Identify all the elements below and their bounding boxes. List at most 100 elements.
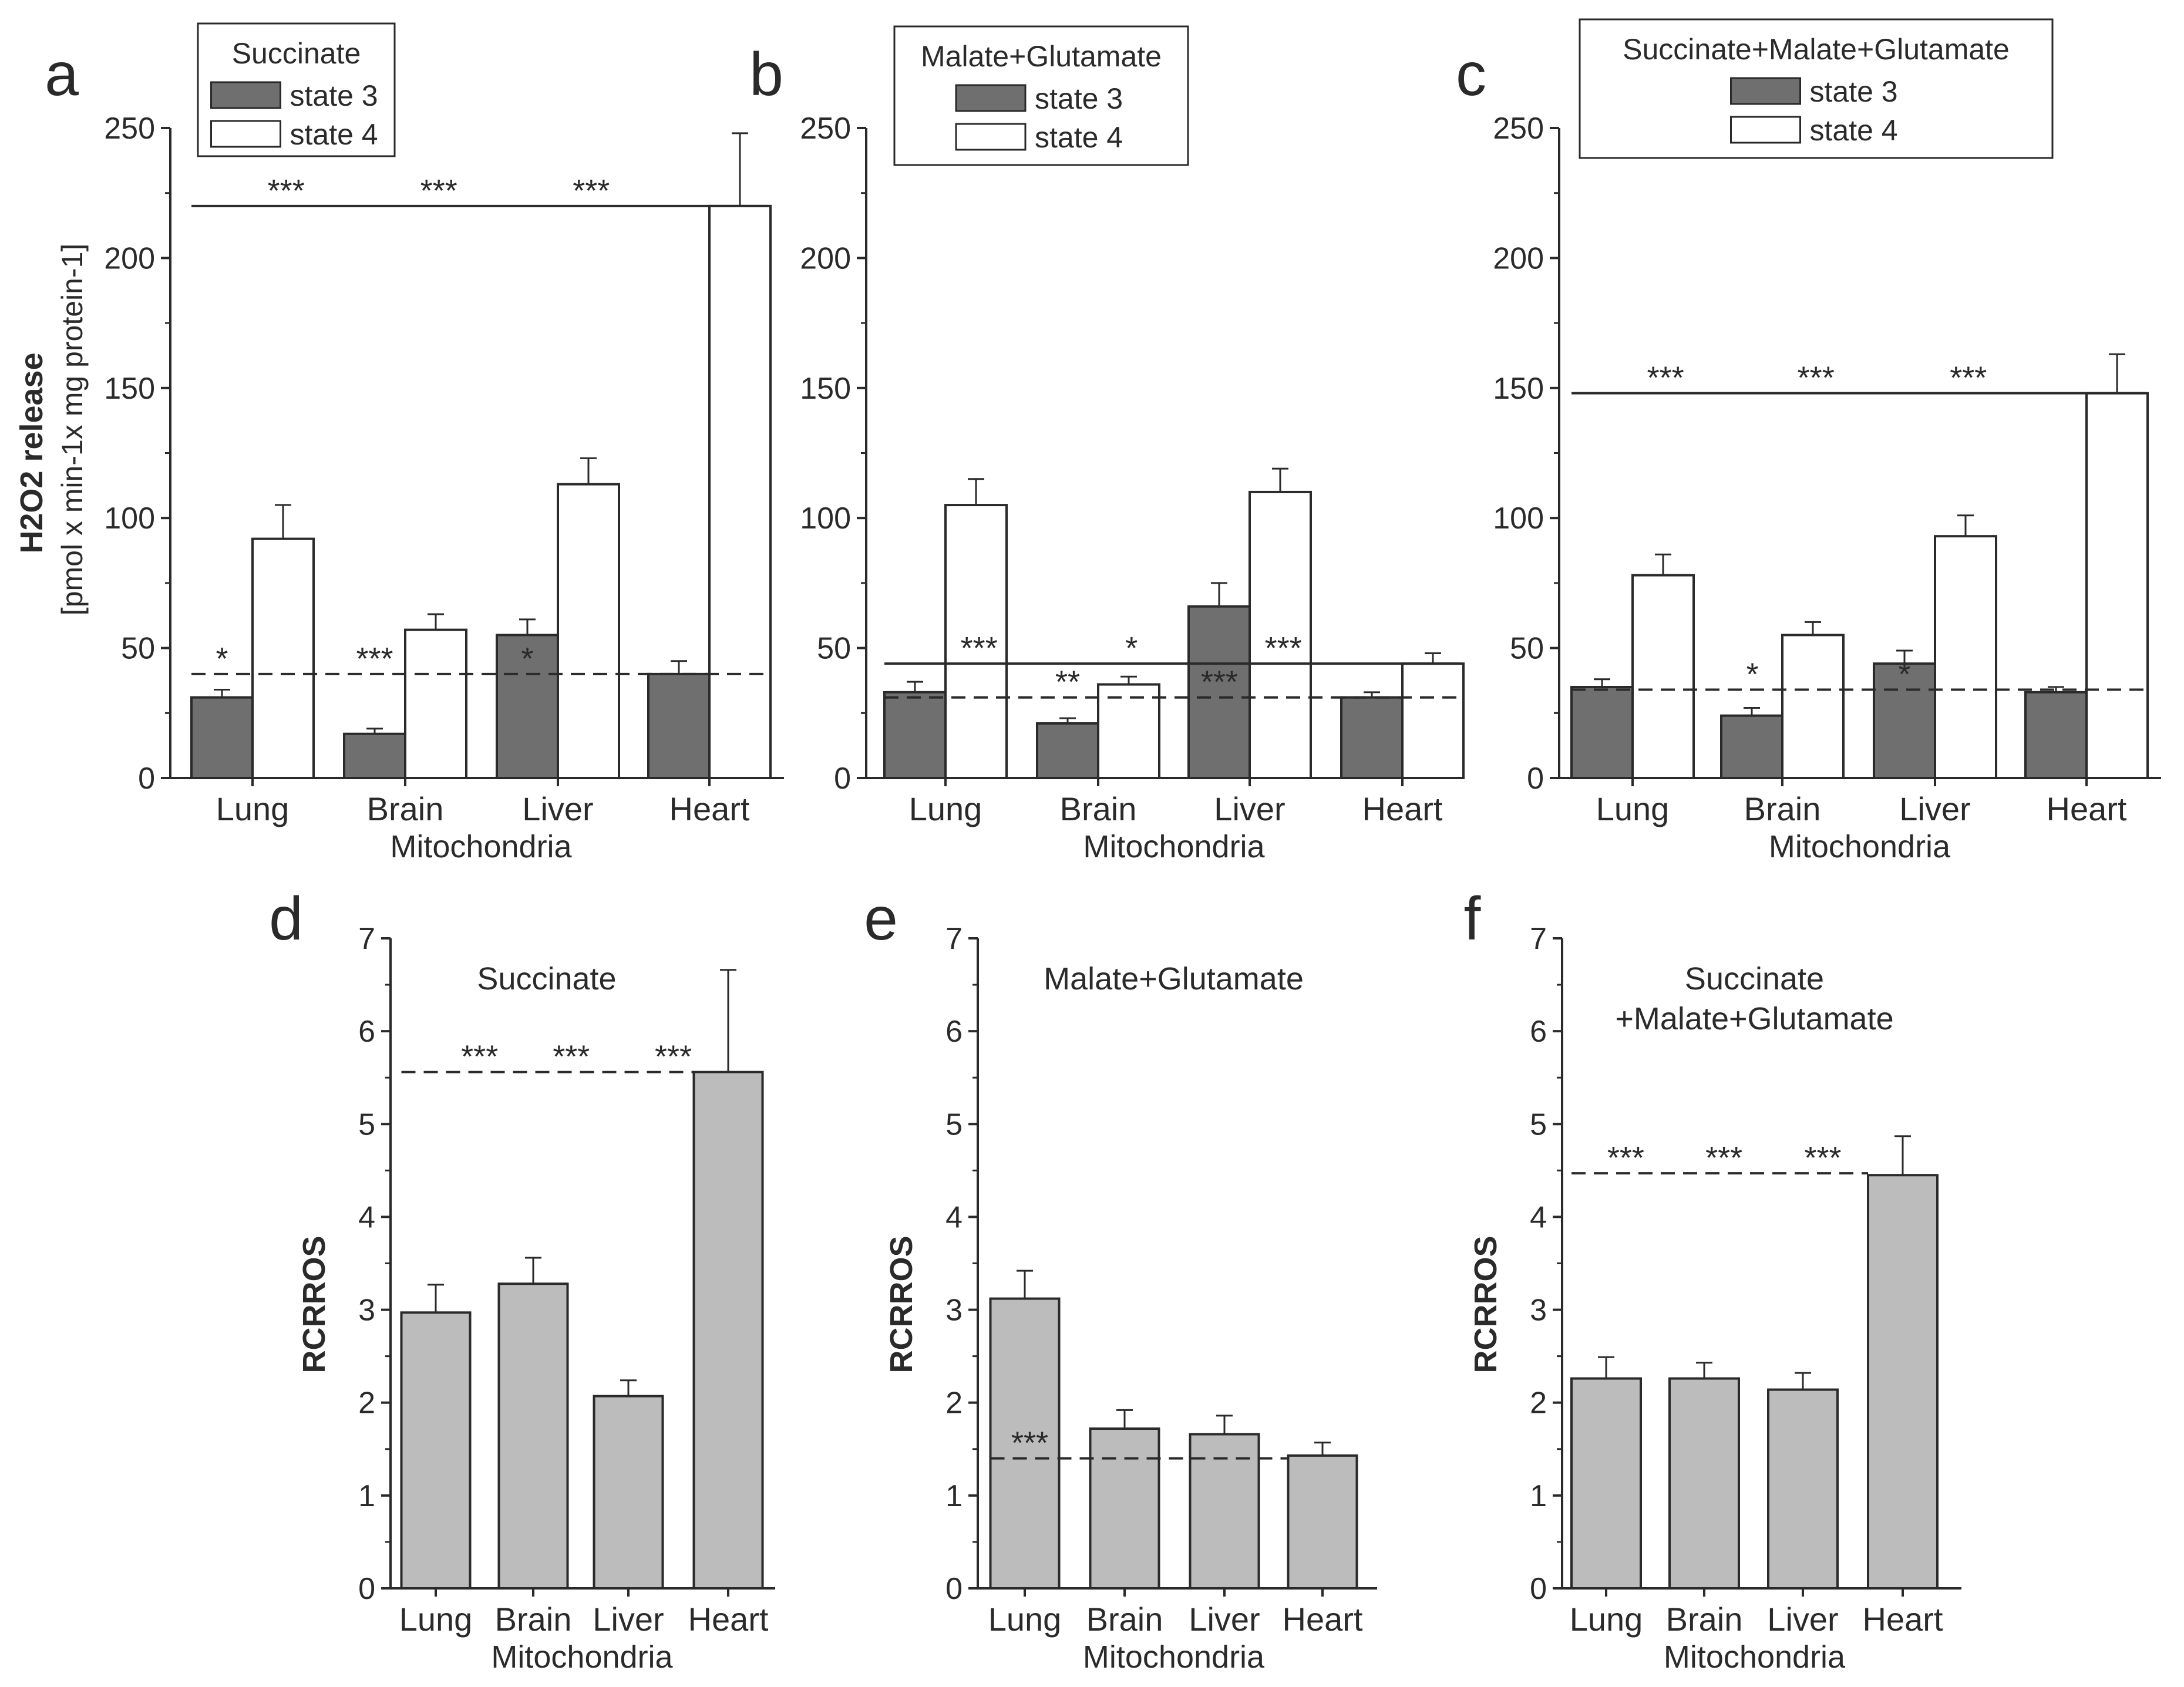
significance-marker: *: [1898, 656, 1910, 692]
x-tick-label: Heart: [1283, 1601, 1363, 1638]
y-tick-label: 2: [945, 1386, 963, 1420]
y-tick-label: 7: [358, 922, 375, 956]
panel-letter: a: [45, 41, 79, 109]
bar: [1340, 696, 1404, 780]
x-tick-label: Lung: [909, 790, 982, 827]
legend-label: state 3: [290, 79, 378, 112]
bar: [1570, 1377, 1642, 1590]
y-tick-label: 250: [104, 112, 155, 146]
x-axis-label: Mitochondria: [1769, 829, 1951, 864]
y-tick-label: 7: [945, 922, 963, 956]
y-tick-label: 100: [800, 501, 851, 536]
bar: [2085, 392, 2149, 779]
y-tick-label: 150: [104, 372, 155, 406]
significance-marker: ***: [1201, 665, 1238, 700]
x-tick-label: Brain: [1666, 1601, 1743, 1638]
y-tick-label: 6: [1530, 1015, 1547, 1049]
y-tick-label: 200: [104, 241, 155, 275]
bar: [497, 1282, 569, 1590]
legend-swatch: [210, 81, 281, 109]
legend-title: Succinate+Malate+Glutamate: [1623, 33, 2010, 66]
significance-marker: ***: [1265, 631, 1302, 666]
y-tick-label: 5: [1530, 1107, 1547, 1141]
y-tick-label: 0: [138, 762, 155, 796]
bar: [557, 483, 620, 779]
bar: [1036, 722, 1099, 779]
legend-swatch: [955, 84, 1027, 112]
significance-marker: **: [1055, 665, 1080, 700]
x-tick-label: Liver: [1214, 790, 1285, 827]
significance-marker: ***: [655, 1039, 692, 1075]
bar: [1668, 1377, 1740, 1590]
significance-marker: ***: [1804, 1140, 1841, 1176]
x-tick-label: Liver: [593, 1601, 664, 1638]
significance-marker: ***: [1950, 361, 1987, 396]
y-tick-label: 6: [945, 1015, 963, 1049]
panel-letter: b: [749, 41, 783, 109]
bar: [1570, 686, 1634, 780]
significance-marker: ***: [961, 631, 998, 666]
legend-swatch: [1730, 77, 1801, 105]
x-tick-label: Lung: [216, 790, 290, 827]
x-tick-label: Lung: [1570, 1601, 1643, 1638]
bar: [1287, 1454, 1358, 1590]
y-axis-label: RCRROS: [297, 1235, 332, 1373]
y-tick-label: 5: [945, 1107, 963, 1141]
x-tick-label: Heart: [688, 1601, 769, 1638]
significance-marker: ***: [268, 173, 305, 208]
x-tick-label: Liver: [1189, 1601, 1260, 1638]
significance-marker: ***: [1798, 361, 1835, 396]
x-tick-label: Liver: [1767, 1601, 1838, 1638]
bar: [343, 732, 406, 779]
y-tick-label: 150: [800, 372, 851, 406]
legend-label: state 4: [290, 118, 378, 151]
legend-label: state 3: [1810, 75, 1898, 108]
bar: [496, 634, 559, 779]
significance-marker: ***: [1647, 361, 1684, 396]
y-tick-label: 3: [945, 1294, 963, 1328]
legend-title: Succinate: [232, 37, 361, 70]
bar: [1781, 634, 1845, 779]
legend-label: state 3: [1035, 82, 1123, 115]
y-tick-label: 250: [800, 112, 851, 146]
panel-letter: d: [269, 885, 303, 953]
y-tick-label: 7: [1530, 922, 1547, 956]
panel-letter: c: [1456, 41, 1486, 109]
significance-marker: ***: [461, 1039, 498, 1075]
y-tick-label: 0: [1527, 762, 1544, 796]
bar: [647, 672, 711, 779]
panel-letter: e: [864, 885, 898, 953]
bar: [1934, 535, 1997, 779]
y-tick-label: 1: [358, 1479, 375, 1513]
y-tick-label: 6: [358, 1015, 375, 1049]
x-tick-label: Brain: [1744, 790, 1821, 827]
x-tick-label: Liver: [522, 790, 593, 827]
panel-d: d *** *** *** 0 1 2 3 4 5 6 7 Lung Brain Liver Heart Mit…: [269, 885, 775, 1675]
bar: [708, 204, 772, 779]
y-tick-label: 200: [1493, 241, 1544, 275]
y-tick-label: 0: [945, 1572, 963, 1606]
significance-marker: ***: [1607, 1140, 1644, 1176]
bar: [1767, 1388, 1839, 1590]
x-tick-label: Heart: [1863, 1601, 1943, 1638]
panel-letter: f: [1464, 885, 1482, 953]
x-tick-label: Brain: [367, 790, 444, 827]
panel-f: f *** *** *** 0 1 2 3 4 5 6 7 Lung Brain Liver Heart Mit…: [1464, 885, 1961, 1675]
bar: [1097, 683, 1160, 780]
significance-marker: *: [216, 641, 228, 676]
x-tick-label: Heart: [669, 790, 750, 827]
bar: [989, 1297, 1061, 1590]
chart-subtitle: Succinate: [1685, 961, 1824, 996]
x-axis-label: Mitochondria: [1664, 1639, 1846, 1675]
legend-label: state 4: [1810, 114, 1898, 147]
x-tick-label: Liver: [1899, 790, 1970, 827]
significance-marker: *: [1125, 631, 1138, 666]
x-axis-label: Mitochondria: [1083, 1639, 1265, 1675]
y-tick-label: 4: [1530, 1200, 1547, 1234]
y-tick-label: 100: [104, 501, 155, 536]
bar: [1189, 1433, 1260, 1590]
y-tick-label: 2: [1530, 1386, 1547, 1420]
x-tick-label: Brain: [495, 1601, 572, 1638]
